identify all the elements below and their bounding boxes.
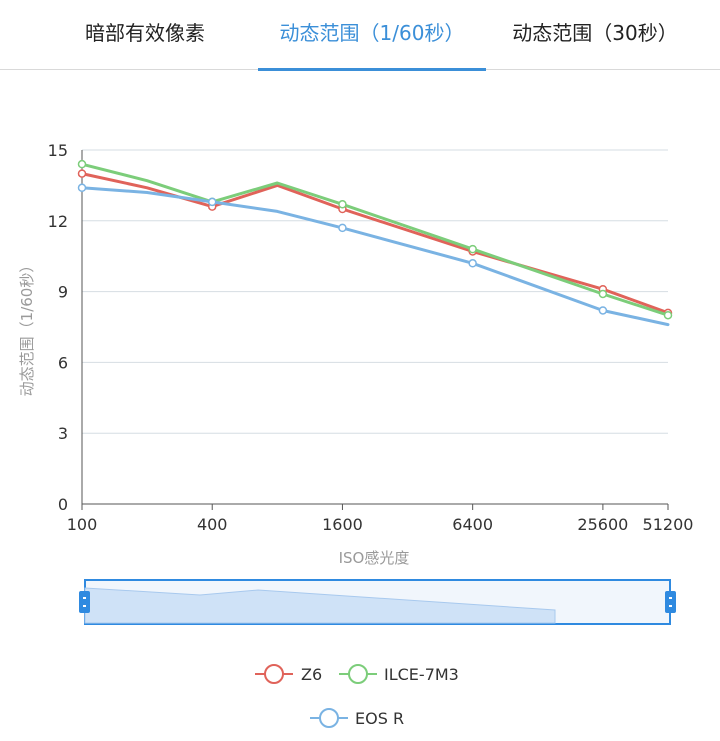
data-point-ilce-7m3 [77, 159, 87, 169]
x-tick-label: 1600 [322, 515, 363, 534]
data-point-ilce-7m3 [598, 289, 608, 299]
x-tick-label: 100 [67, 515, 98, 534]
legend-item-ilce-7m3[interactable]: ILCE-7M3 [339, 664, 459, 684]
x-tick-label: 51200 [643, 515, 694, 534]
tab-dark-pixels[interactable]: 暗部有效像素 [60, 0, 230, 69]
y-tick-label: 6 [58, 353, 68, 372]
y-tick-label: 15 [48, 141, 68, 160]
series-line-eos-r [80, 186, 670, 327]
zoom-handle-left-grip [83, 597, 86, 599]
grid-lines [82, 149, 668, 434]
data-point-z6 [77, 169, 87, 178]
data-zoom-slider[interactable] [79, 579, 676, 625]
tab-dynamic-range-60-label: 动态范围（1/60秒） [279, 21, 465, 45]
zoom-handle-right-grip [669, 597, 672, 599]
axes: 0 3 6 9 12 15 100 400 1600 6400 25600 51200 [48, 141, 694, 534]
legend-item-eos-r[interactable]: EOS R [310, 708, 404, 728]
data-point-ilce-7m3 [663, 310, 673, 320]
legend-item-z6[interactable]: Z6 [255, 664, 322, 684]
series-line-ilce-7m3 [80, 162, 670, 317]
data-point-eos-r [338, 223, 347, 233]
y-tick-label: 12 [48, 212, 68, 231]
data-point-eos-r [468, 259, 477, 268]
legend-eos-r-marker [319, 708, 339, 728]
zoom-preview-area [84, 587, 556, 624]
zoom-handle-right[interactable] [665, 591, 676, 613]
legend-ilce-7m3-marker [348, 664, 368, 684]
series-lines [77, 159, 673, 327]
y-tick-label: 0 [58, 495, 68, 514]
legend-ilce-7m3-label: ILCE-7M3 [384, 665, 459, 684]
x-axis-title: ISO感光度 [339, 549, 410, 567]
tab-bar: 暗部有效像素 动态范围（1/60秒） 动态范围（30秒） [0, 0, 720, 71]
data-point-eos-r [207, 197, 217, 207]
zoom-handle-right-grip [669, 605, 672, 607]
series-line-z6 [80, 172, 670, 315]
legend-z6-label: Z6 [301, 665, 322, 684]
x-tick-label: 25600 [577, 515, 628, 534]
x-tick-label: 6400 [452, 515, 493, 534]
zoom-handle-left-grip [83, 605, 86, 607]
legend-z6-marker [264, 664, 284, 684]
legend: Z6 ILCE-7M3 EOS R [255, 664, 459, 728]
legend-eos-r-label: EOS R [355, 709, 404, 728]
x-tick-label: 400 [197, 515, 228, 534]
y-tick-label: 9 [58, 283, 68, 302]
tab-dynamic-range-60[interactable]: 动态范围（1/60秒） [258, 0, 486, 71]
active-tab-underline [258, 68, 486, 71]
y-tick-label: 3 [58, 424, 68, 443]
data-point-eos-r [598, 306, 608, 315]
y-axis-title: 动态范围（1/60秒） [18, 258, 36, 397]
tab-dark-pixels-label: 暗部有效像素 [85, 21, 205, 45]
zoom-handle-left[interactable] [79, 591, 90, 613]
data-point-eos-r [77, 183, 87, 193]
tab-dynamic-range-30-label: 动态范围（30秒） [512, 21, 678, 45]
tab-dynamic-range-30[interactable]: 动态范围（30秒） [500, 0, 690, 69]
data-point-ilce-7m3 [338, 200, 347, 209]
data-point-ilce-7m3 [468, 244, 477, 254]
